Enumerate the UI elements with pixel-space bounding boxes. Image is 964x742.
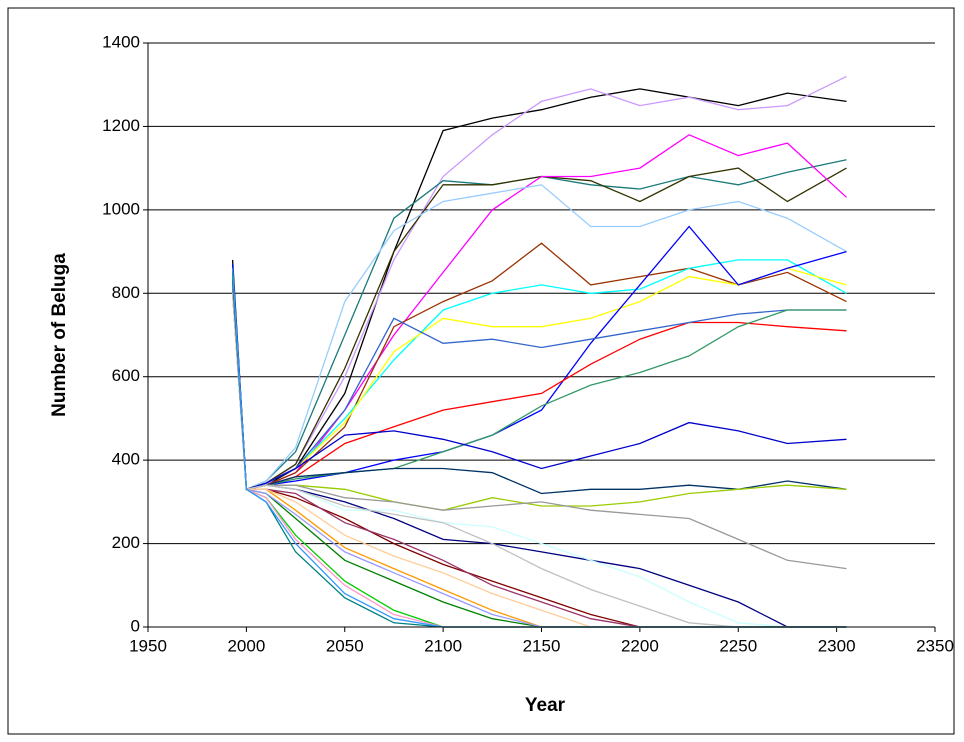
x-tick-label: 2350	[916, 636, 954, 655]
series-line	[231, 293, 847, 628]
y-tick-label: 1000	[102, 199, 140, 218]
x-tick-label: 2100	[424, 636, 462, 655]
series-line	[231, 276, 847, 491]
y-tick-label: 1200	[102, 116, 140, 135]
chart-frame	[7, 7, 955, 735]
x-axis-title: Year	[525, 695, 566, 716]
series-line	[231, 184, 847, 491]
series-line	[231, 167, 847, 491]
y-tick-label: 400	[112, 450, 140, 469]
y-axis-title: Number of Beluga	[49, 253, 70, 417]
series-line	[231, 284, 847, 491]
series-line	[231, 280, 847, 570]
y-tick-label: 800	[112, 283, 140, 302]
series-line	[231, 88, 847, 491]
y-tick-label: 200	[112, 533, 140, 552]
x-tick-label: 2050	[326, 636, 364, 655]
y-tick-label: 1400	[102, 32, 140, 51]
series-line	[231, 272, 847, 495]
x-tick-label: 2150	[523, 636, 561, 655]
y-tick-label: 600	[112, 366, 140, 385]
x-tick-label: 2300	[818, 636, 856, 655]
x-tick-label: 2250	[719, 636, 757, 655]
x-tick-label: 2000	[227, 636, 265, 655]
x-tick-label: 1950	[129, 636, 167, 655]
series-line	[231, 242, 847, 491]
x-tick-label: 2200	[621, 636, 659, 655]
y-tick-label: 0	[131, 616, 140, 635]
